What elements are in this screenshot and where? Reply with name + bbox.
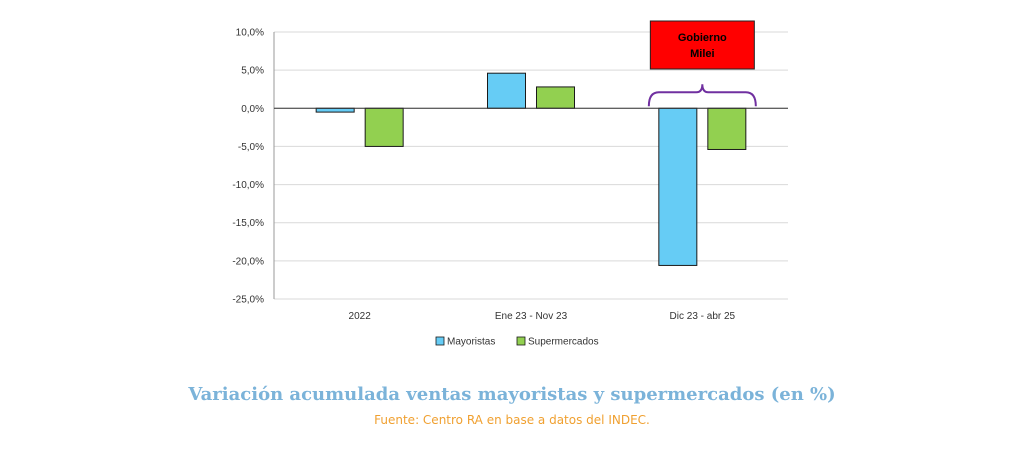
y-tick-label: -10,0% xyxy=(232,180,264,191)
legend-label-supermercados: Supermercados xyxy=(528,337,599,348)
y-axis-ticks: 10,0% 5,0% 0,0% -5,0% -10,0% -15,0% -20,0% -25,… xyxy=(232,28,264,306)
caption-source: Fuente: Centro RA en base a datos del IN… xyxy=(374,413,650,427)
legend: Mayoristas Supermercados xyxy=(435,336,599,348)
bars xyxy=(315,72,747,266)
annotation-box xyxy=(649,20,755,70)
x-category-label: Dic 23 - abr 25 xyxy=(670,311,736,322)
y-tick-label: -15,0% xyxy=(232,218,264,229)
bar-supermercados-2 xyxy=(707,107,747,150)
annotation-text-line-2: Milei xyxy=(690,48,714,60)
y-tick-label: -20,0% xyxy=(232,256,264,267)
y-tick-label: -5,0% xyxy=(238,142,264,153)
bar-supermercados-0 xyxy=(364,107,404,147)
legend-swatch-supermercados xyxy=(516,336,526,346)
bar-mayoristas-2 xyxy=(658,107,698,266)
bar-supermercados-1 xyxy=(536,86,575,109)
y-tick-label: 5,0% xyxy=(241,66,264,77)
x-category-label: 2022 xyxy=(349,311,372,322)
y-tick-label: 10,0% xyxy=(236,28,264,39)
bar-mayoristas-0 xyxy=(315,107,355,113)
bar-chart: 10,0% 5,0% 0,0% -5,0% -10,0% -15,0% -20,0% -25,… xyxy=(232,20,788,348)
annotation-gobierno-milei: Gobierno Milei xyxy=(647,20,757,107)
legend-label-mayoristas: Mayoristas xyxy=(447,337,495,348)
x-axis-labels: 2022 Ene 23 - Nov 23 Dic 23 - abr 25 xyxy=(349,311,736,322)
x-category-label: Ene 23 - Nov 23 xyxy=(495,311,568,322)
bar-mayoristas-1 xyxy=(487,72,526,109)
gridlines xyxy=(274,31,788,300)
annotation-bracket xyxy=(647,84,757,107)
y-tick-label: 0,0% xyxy=(241,104,264,115)
legend-swatch-mayoristas xyxy=(435,336,445,346)
caption-title: Variación acumulada ventas mayoristas y … xyxy=(188,384,836,405)
y-tick-label: -25,0% xyxy=(232,295,264,306)
annotation-text-line-1: Gobierno xyxy=(678,32,727,44)
